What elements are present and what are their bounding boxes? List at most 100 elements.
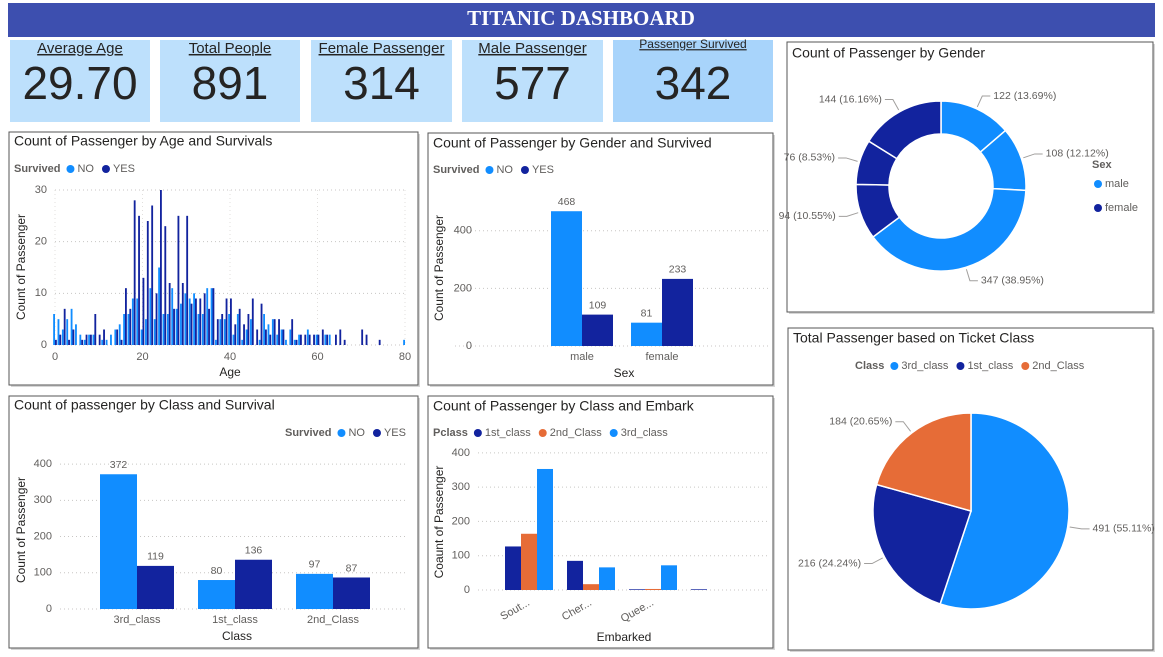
y-tick-label: 300 [34,494,52,506]
bar [188,298,191,345]
data-label: 144 (16.16%) [819,93,882,105]
chart-title: Total Passenger based on Ticket Class [793,330,1034,346]
leader-line [1069,526,1090,530]
legend-label: YES [384,427,406,439]
bar [79,334,82,345]
bar [234,324,237,345]
bar [343,339,346,345]
legend-label: YES [113,163,135,175]
bar [582,314,613,346]
bar [149,288,152,345]
chart-title: Count of Passenger by Gender and Survive… [433,135,712,151]
bar [158,267,160,345]
bar [180,303,182,345]
x-axis-label: Sex [614,366,635,380]
y-tick-label: 0 [466,340,472,352]
legend-label: YES [532,164,554,176]
slice [871,187,1027,272]
bar [228,314,230,345]
bar [195,298,197,345]
bar [186,215,189,345]
title-bar [8,3,1155,37]
leader-line [976,95,991,108]
data-label: 80 [211,565,223,577]
bar [114,329,117,345]
bar [245,329,248,345]
y-tick-label: 0 [41,339,47,351]
kpi-label: Passenger Survived [639,37,746,51]
legend-marker [1094,204,1102,212]
legend-label: 3rd_class [621,427,669,439]
bar [168,283,171,345]
x-tick-label: 2nd_Class [307,614,359,626]
bar [365,334,368,345]
bar [243,324,245,345]
data-label: 109 [589,299,607,311]
bar [118,324,121,345]
bar [631,322,662,346]
bar [250,319,252,345]
data-label: 372 [110,459,128,471]
bar [267,324,270,345]
bar [315,334,318,345]
dashboard-title: TITANIC DASHBOARD [467,6,695,30]
x-tick-label: female [645,351,678,363]
bar [181,283,184,345]
bar [81,339,84,345]
bar [662,278,693,346]
x-axis-label: Class [222,629,252,643]
y-tick-label: 0 [464,584,470,596]
bar [160,190,162,345]
legend-marker [956,362,965,370]
bar [324,334,327,345]
bar [171,288,174,345]
bar [241,339,244,345]
data-label: 87 [346,562,358,574]
bar [313,334,315,345]
data-label: 136 [245,545,263,557]
bar [230,298,232,345]
bar [583,584,599,590]
data-label: 122 (13.69%) [993,90,1056,102]
bar [129,308,132,345]
legend-title: Pclass [433,427,468,439]
legend-marker [609,429,618,437]
bar [83,339,86,345]
bar [190,303,193,345]
panel [427,395,774,649]
bar [142,277,145,345]
bar [198,580,235,609]
bar [232,334,235,345]
bar [300,334,302,345]
x-tick-label: 3rd_class [113,614,161,626]
y-tick-label: 0 [46,603,52,615]
y-tick-label: 10 [35,287,47,299]
kpi-value: 891 [192,57,269,109]
kpi-card [311,40,452,122]
bar [291,319,294,345]
bar [136,298,139,345]
legend-label: female [1105,202,1138,214]
data-label: 184 (20.65%) [829,416,892,428]
bar [59,334,62,345]
bar [251,298,254,345]
y-tick-label: 200 [452,515,470,527]
bar [339,329,342,345]
bar [155,293,158,345]
bar [151,205,154,345]
bar [295,339,298,345]
leader-line [895,421,911,432]
bar [105,339,108,345]
kpi-card [160,40,300,122]
legend-marker [473,429,482,437]
bar [645,588,661,590]
bar [289,329,292,345]
bar [247,314,250,345]
kpi-value: 577 [494,57,571,109]
legend-marker [538,429,547,437]
bar [238,308,241,345]
kpi-card [613,40,773,122]
bar [203,293,206,345]
bar [263,314,265,345]
bar [296,573,333,609]
